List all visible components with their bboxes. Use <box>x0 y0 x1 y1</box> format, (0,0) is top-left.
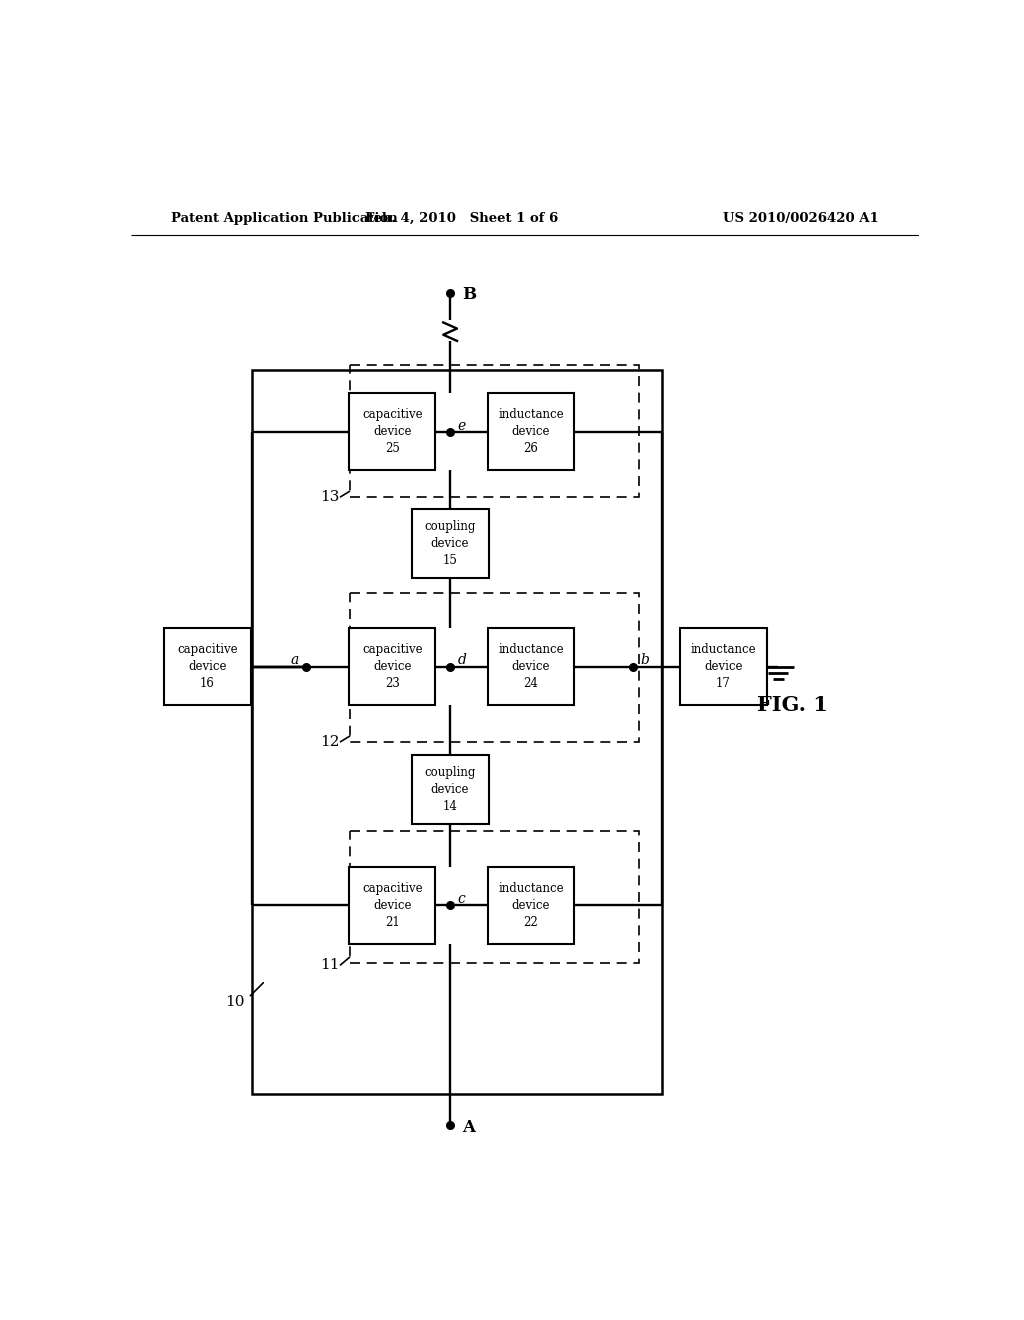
Text: a: a <box>290 652 298 667</box>
Text: capacitive
device
25: capacitive device 25 <box>362 408 423 455</box>
Text: inductance
device
17: inductance device 17 <box>690 643 757 690</box>
Text: capacitive
device
23: capacitive device 23 <box>362 643 423 690</box>
Text: inductance
device
26: inductance device 26 <box>498 408 564 455</box>
Text: inductance
device
24: inductance device 24 <box>498 643 564 690</box>
Text: A: A <box>463 1118 475 1135</box>
Text: d: d <box>458 653 467 668</box>
Text: 12: 12 <box>321 735 340 748</box>
Text: US 2010/0026420 A1: US 2010/0026420 A1 <box>723 213 879 224</box>
Text: 11: 11 <box>321 958 340 973</box>
Bar <box>349 867 435 944</box>
Bar <box>487 393 574 470</box>
Text: coupling
device
15: coupling device 15 <box>424 520 476 566</box>
Bar <box>350 594 639 742</box>
Bar <box>680 628 767 705</box>
Bar <box>165 628 251 705</box>
Text: FIG. 1: FIG. 1 <box>758 696 828 715</box>
Text: Patent Application Publication: Patent Application Publication <box>171 213 397 224</box>
Text: B: B <box>463 286 476 304</box>
Text: b: b <box>640 653 649 668</box>
Bar <box>350 364 639 498</box>
Bar <box>349 393 435 470</box>
Bar <box>487 867 574 944</box>
Text: capacitive
device
21: capacitive device 21 <box>362 882 423 929</box>
Text: 13: 13 <box>321 490 340 504</box>
Text: c: c <box>458 892 466 906</box>
Text: Feb. 4, 2010   Sheet 1 of 6: Feb. 4, 2010 Sheet 1 of 6 <box>365 213 558 224</box>
Text: inductance
device
22: inductance device 22 <box>498 882 564 929</box>
Text: coupling
device
14: coupling device 14 <box>424 767 476 813</box>
Text: e: e <box>458 418 466 433</box>
Bar <box>487 628 574 705</box>
Text: capacitive
device
16: capacitive device 16 <box>177 643 238 690</box>
Bar <box>412 508 488 578</box>
Bar <box>412 755 488 825</box>
Bar <box>252 370 662 1094</box>
Bar <box>349 628 435 705</box>
Text: 10: 10 <box>225 994 245 1008</box>
Bar <box>350 830 639 964</box>
